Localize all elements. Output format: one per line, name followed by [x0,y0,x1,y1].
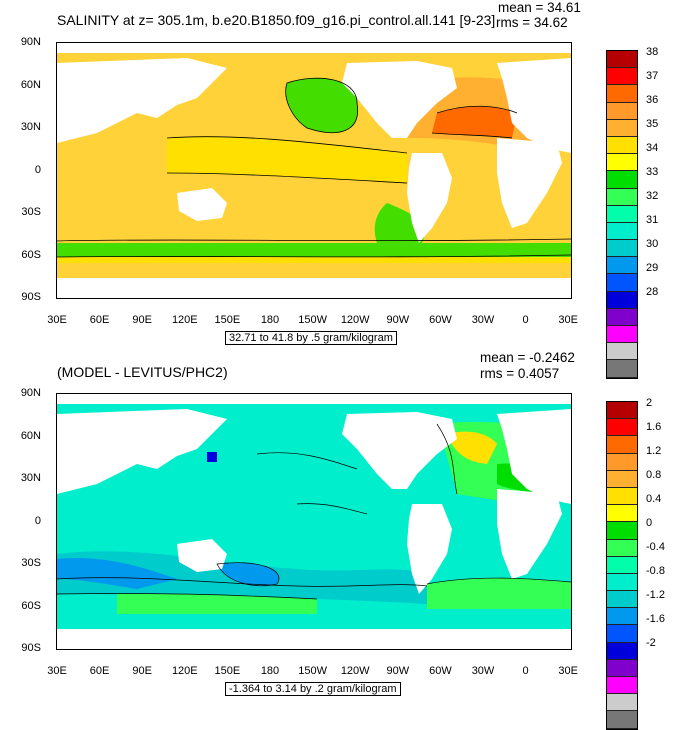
bottom-lon-1: 60E [89,665,110,677]
top-rms: rms = 34.62 [496,15,568,30]
bottom-legend-neg-1.6: -1.6 [646,613,665,625]
top-legend-36: 36 [646,94,659,106]
bottom-lon-0: 30E [47,665,67,677]
bottom-rms: rms = 0.4057 [480,366,560,381]
top-legend-34: 34 [646,142,659,154]
top-salinity-map [56,42,572,299]
bottom-lon-10: 30W [471,665,495,677]
top-lon-3: 120E [171,314,198,326]
top-legend-38: 38 [646,46,659,58]
bottom-lon-3: 120E [171,665,198,677]
bottom-lon-2: 90E [132,665,152,677]
bottom-legend-neg-0.4: -0.4 [646,541,665,553]
top-lat-0: 0 [34,164,41,176]
top-lon-1: 60E [89,314,110,326]
bottom-lat-90S: 90S [21,642,41,654]
bottom-legend-neg-1.2: -1.2 [646,589,665,601]
bottom-lon-4: 150E [214,665,241,677]
top-lon-7: 120W [340,314,370,326]
top-lat-30S: 30S [21,206,41,218]
bottom-lat-0: 0 [34,515,41,527]
top-legend-30: 30 [646,238,659,250]
bottom-legend-neg-2: -2 [646,637,656,649]
bottom-legend-0: 0 [646,517,653,529]
bottom-legend-1.6: 1.6 [646,421,662,433]
bottom-lon-11: 0 [522,665,529,677]
top-legend-32: 32 [646,190,659,202]
bottom-lon-8: 90W [386,665,410,677]
top-lon-5: 180 [260,314,280,326]
bottom-lon-9: 60W [429,665,452,677]
top-lat-60N: 60N [20,79,41,91]
bottom-legend-2: 2 [646,397,653,409]
top-legend-33: 33 [646,166,659,178]
bottom-difference-map [56,393,572,650]
top-lon-11: 0 [522,314,529,326]
bottom-colorbar [606,401,638,730]
bottom-mean: mean = -0.2462 [480,350,575,365]
bottom-legend-neg-0.8: -0.8 [646,565,665,577]
top-lat-60S: 60S [21,249,41,261]
bottom-legend-1.2: 1.2 [646,445,662,457]
top-lon-10: 30W [471,314,495,326]
bottom-lat-30S: 30S [21,557,41,569]
bottom-lon-12: 30E [558,665,578,677]
bottom-lat-90N: 90N [20,387,41,399]
top-lat-90N: 90N [20,36,41,48]
top-legend-28: 28 [646,286,659,298]
top-info-box: 32.71 to 41.8 by .5 gram/kilogram [225,331,397,345]
top-legend-35: 35 [646,118,659,130]
top-legend-31: 31 [646,214,659,226]
bottom-info-box: -1.364 to 3.14 by .2 gram/kilogram [225,682,401,696]
bottom-legend-0.4: 0.4 [646,493,662,505]
top-lon-6: 150W [298,314,327,326]
top-lon-4: 150E [214,314,241,326]
bottom-lon-6: 150W [298,665,327,677]
top-lat-30N: 30N [20,121,41,133]
top-legend-29: 29 [646,262,659,274]
bottom-lon-7: 120W [340,665,370,677]
top-colorbar [606,50,638,379]
top-lon-9: 60W [429,314,452,326]
top-legend-37: 37 [646,70,659,82]
top-lon-0: 30E [47,314,67,326]
top-lon-8: 90W [386,314,410,326]
bottom-title: (MODEL - LEVITUS/PHC2) [57,364,228,380]
top-title: SALINITY at z= 305.1m, b.e20.B1850.f09_g… [57,12,496,28]
bottom-lat-60N: 60N [20,430,41,442]
top-lon-12: 30E [558,314,578,326]
bottom-legend-0.8: 0.8 [646,469,662,481]
top-lon-2: 90E [132,314,152,326]
top-lat-90S: 90S [21,291,41,303]
bottom-lon-5: 180 [260,665,280,677]
bottom-lat-30N: 30N [20,472,41,484]
bottom-lat-60S: 60S [21,600,41,612]
top-mean: mean = 34.61 [498,0,581,15]
